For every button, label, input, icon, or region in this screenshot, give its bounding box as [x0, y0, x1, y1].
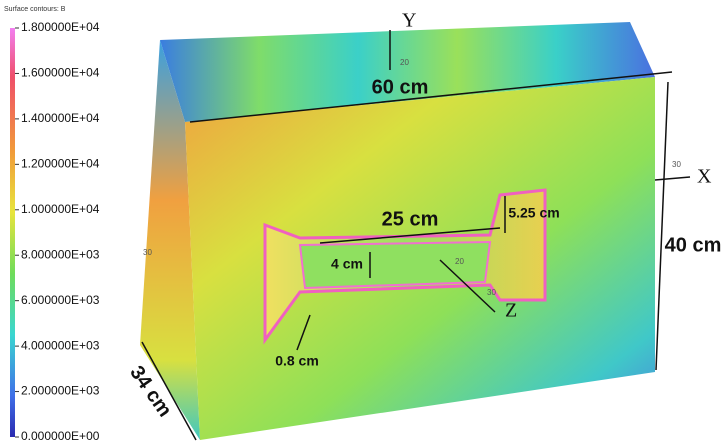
x-axis-label: X: [697, 166, 712, 188]
width-label: 60 cm: [372, 76, 429, 98]
colorbar-label: 2.000000E+03: [21, 384, 100, 398]
colorbar-label: 1.800000E+04: [21, 20, 100, 34]
gap-label: 25 cm: [382, 208, 439, 230]
axis-tick: 30: [672, 160, 681, 169]
dimension-lines: [141, 30, 691, 441]
side-face: [140, 40, 200, 440]
coil-label: 0.8 cm: [275, 353, 319, 369]
slot-label: 4 cm: [331, 256, 363, 272]
colorbar-label: 1.000000E+04: [21, 202, 100, 216]
pole-face: [298, 240, 492, 290]
colorbar-label: 0.000000E+00: [21, 429, 100, 443]
colorbar-label: 1.600000E+04: [21, 66, 100, 80]
colorbar: [10, 28, 15, 437]
pole-label: 5.25 cm: [508, 205, 559, 221]
colorbar-label: 6.000000E+03: [21, 293, 100, 307]
colorbar-label: 8.000000E+03: [21, 247, 100, 261]
top-face: [160, 22, 655, 122]
axis-tick: 30: [487, 288, 496, 297]
colorbar-label: 1.400000E+04: [21, 111, 100, 125]
colorbar-label: 4.000000E+03: [21, 338, 100, 352]
y-axis-label: Y: [402, 10, 416, 32]
axis-tick: 20: [400, 58, 409, 67]
z-axis-label: Z: [505, 300, 517, 322]
axis-tick: 20: [455, 257, 464, 266]
height-label: 40 cm: [665, 234, 722, 256]
colorbar-label: 1.200000E+04: [21, 157, 100, 171]
legend-title: Surface contours: B: [4, 6, 66, 13]
axis-tick: 30: [143, 248, 152, 257]
